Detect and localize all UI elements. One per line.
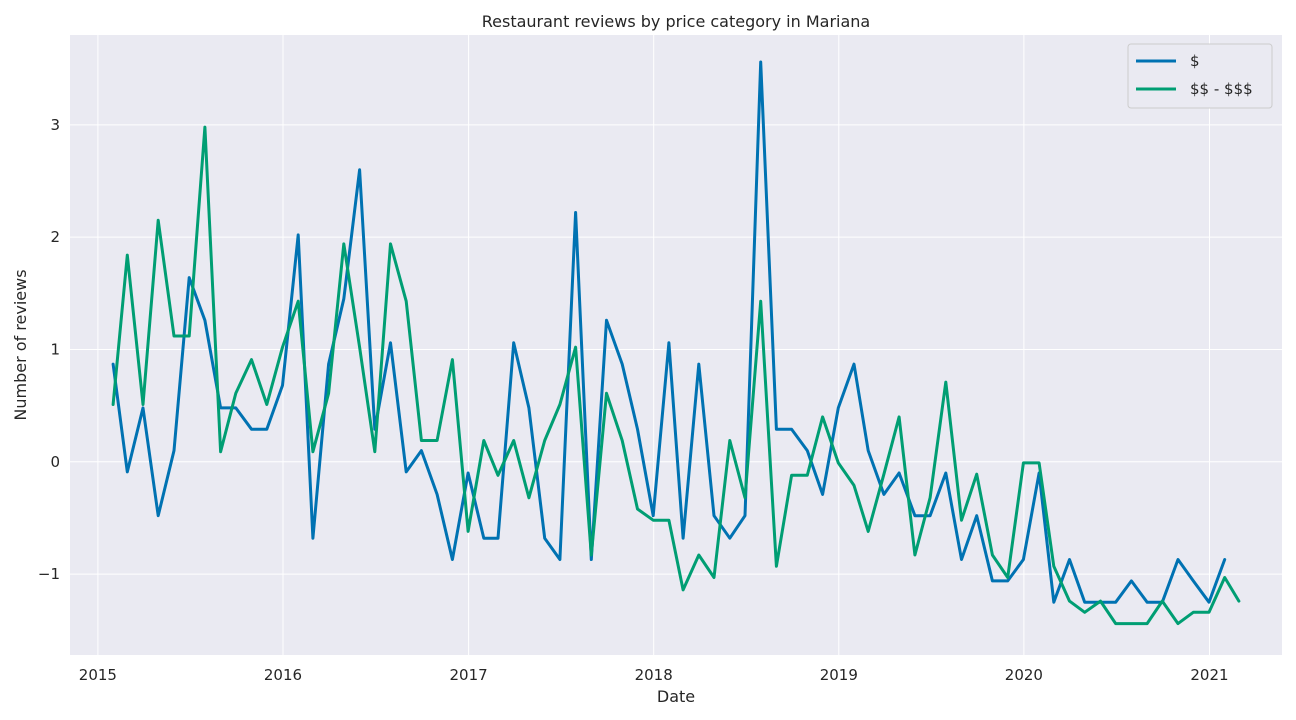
x-tick-label: 2015	[79, 666, 117, 684]
x-tick-label: 2019	[820, 666, 858, 684]
x-tick-labels: 2015 2016 2017 2018 2019 2020 2021	[79, 666, 1229, 684]
y-tick-labels: −1 0 1 2 3	[38, 116, 60, 583]
legend-box	[1127, 43, 1273, 109]
x-axis-label: Date	[657, 687, 695, 706]
x-tick-label: 2020	[1005, 666, 1043, 684]
series-lines	[111, 60, 1241, 626]
y-tick-label: 0	[50, 453, 60, 471]
y-tick-label: 2	[50, 228, 60, 246]
legend: $ $$ - $$$	[1127, 43, 1273, 109]
x-tick-label: 2021	[1190, 666, 1228, 684]
y-tick-label: 1	[50, 340, 60, 358]
legend-label-dollar-range: $$ - $$$	[1190, 80, 1253, 98]
y-tick-label: 3	[50, 116, 60, 134]
series-line-dollar-range	[111, 125, 1241, 626]
x-tick-label: 2016	[264, 666, 302, 684]
y-tick-label: −1	[38, 565, 60, 583]
legend-label-dollar: $	[1190, 52, 1200, 70]
x-tick-label: 2018	[635, 666, 673, 684]
grid	[70, 35, 1282, 655]
chart-title: Restaurant reviews by price category in …	[482, 12, 870, 31]
x-tick-label: 2017	[449, 666, 487, 684]
y-axis-label: Number of reviews	[11, 269, 30, 420]
